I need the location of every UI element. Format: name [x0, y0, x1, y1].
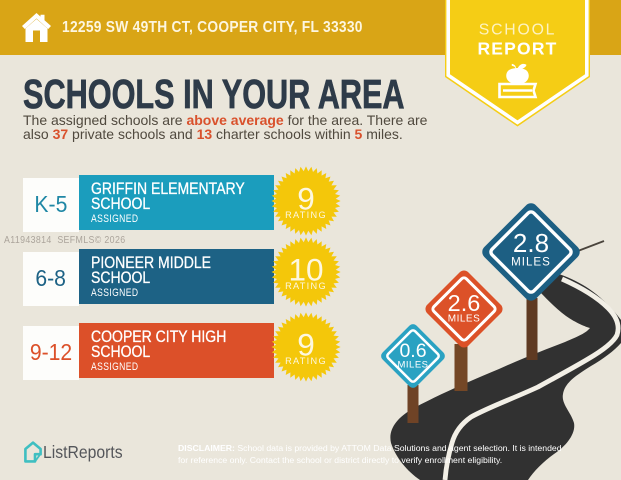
svg-text:10: 10 [288, 252, 323, 288]
svg-text:SCHOOL: SCHOOL [479, 22, 557, 39]
svg-text:MILES: MILES [448, 314, 481, 325]
svg-text:REPORT: REPORT [477, 39, 557, 59]
svg-text:RATING: RATING [285, 210, 327, 220]
svg-text:9: 9 [297, 326, 315, 362]
svg-text:RATING: RATING [285, 356, 327, 366]
svg-text:RATING: RATING [285, 281, 327, 291]
svg-text:2.8: 2.8 [513, 228, 549, 258]
svg-text:MILES: MILES [397, 360, 428, 371]
svg-text:9: 9 [297, 180, 315, 216]
svg-text:MILES: MILES [511, 256, 551, 269]
svg-text:2.6: 2.6 [448, 290, 481, 316]
svg-text:0.6: 0.6 [399, 340, 426, 362]
